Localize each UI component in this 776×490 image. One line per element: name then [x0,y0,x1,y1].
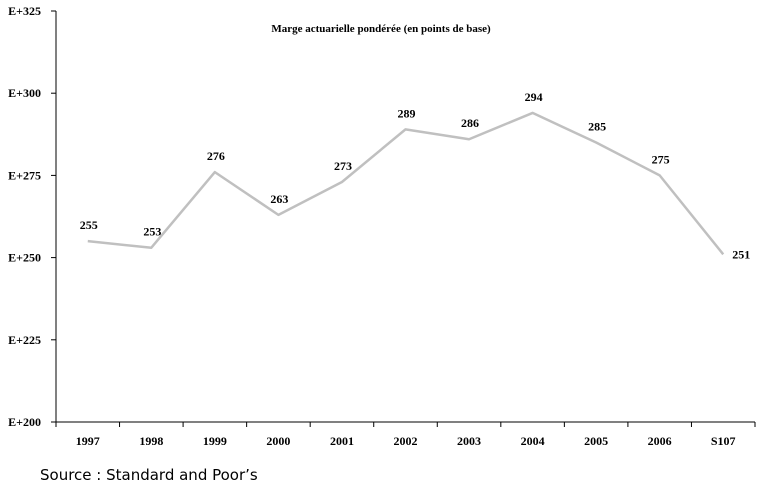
chart-data-labels: 255 253 276 263 273 289 286 294 285 275 251 [80,90,750,261]
x-tick-label: 2005 [584,434,608,448]
data-label: 255 [80,218,98,232]
data-label: 294 [525,90,543,104]
y-tick-label: E+200 [8,415,41,429]
data-label: 251 [732,247,750,261]
x-tick-label: S107 [711,434,736,448]
data-label: 263 [270,192,288,206]
y-tick-label: E+325 [8,4,41,18]
x-tick-label: 1999 [203,434,227,448]
source-note: Source : Standard and Poor’s [40,466,258,484]
y-tick-label: E+250 [8,251,41,265]
x-tick-label: 2004 [521,434,545,448]
y-tick-label: E+300 [8,86,41,100]
x-tick-label: 1997 [76,434,100,448]
data-label: 289 [398,106,416,120]
x-tick-label: 2003 [457,434,481,448]
data-label: 253 [143,225,161,239]
x-tick-label: 2002 [394,434,418,448]
x-tick-label: 2000 [266,434,290,448]
x-tick-label: 1998 [139,434,163,448]
series-line [87,111,725,256]
data-label: 276 [207,149,225,163]
data-label: 286 [461,116,479,130]
y-tick-label: E+275 [8,168,41,182]
line-chart: Marge actuarielle pondérée (en points de… [8,4,756,448]
chart-series [87,111,725,256]
x-tick-label: 2001 [330,434,354,448]
data-label: 273 [334,159,352,173]
data-label: 285 [588,120,606,134]
chart-title: Marge actuarielle pondérée (en points de… [271,23,491,35]
x-tick-label: 2006 [648,434,672,448]
data-label: 275 [652,152,670,166]
chart-axes: E+200 E+225 E+250 E+275 E+300 E+325 1997 1998 19… [8,4,756,448]
y-tick-label: E+225 [8,333,41,347]
